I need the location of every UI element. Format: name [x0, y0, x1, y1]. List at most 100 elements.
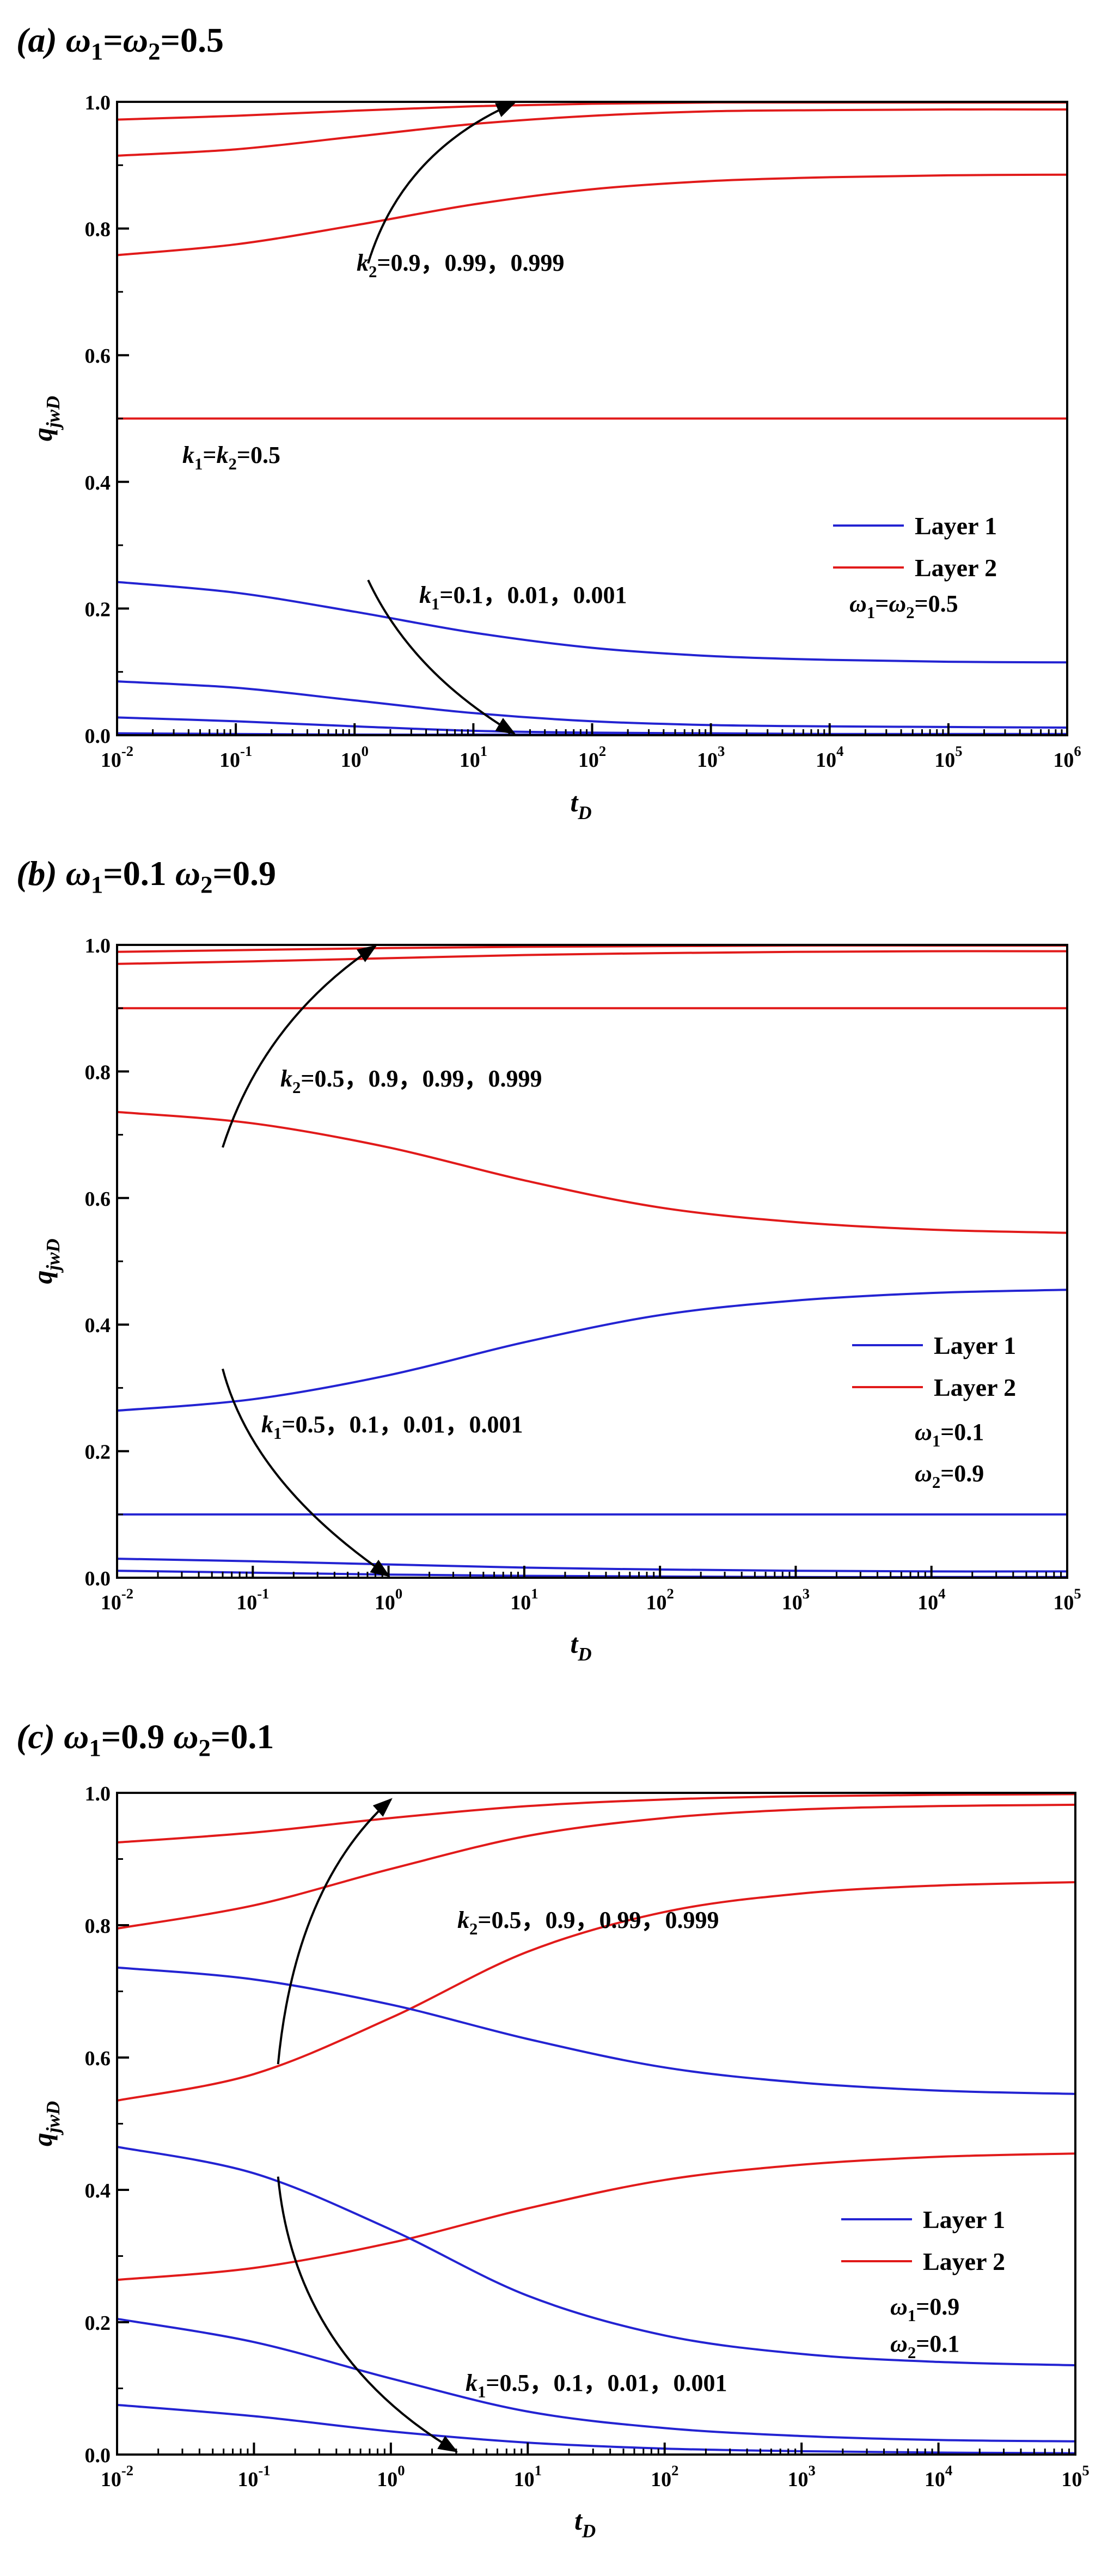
y-tick-label: 0.4 [85, 2180, 111, 2202]
series-line-layer1-7 [117, 2403, 1075, 2455]
chart-panel-a: (a) ω1=ω2=0.5 10-2 10-1 100 101 102 103 104 105 1… [16, 21, 1081, 823]
series-line-layer1-4 [117, 1966, 1075, 2095]
x-axis-label: tD [574, 2505, 596, 2542]
x-tick-label: 100 [377, 2462, 405, 2491]
y-tick-label: 0.8 [85, 218, 111, 241]
legend-note: ω1=ω2=0.5 [849, 590, 958, 622]
series-line-layer1-5 [117, 680, 1067, 729]
x-tick-label: 104 [816, 743, 843, 772]
series-line-layer1-5 [117, 2146, 1075, 2366]
series-line-layer2-1 [117, 950, 1067, 965]
y-tick-label: 1.0 [85, 1783, 111, 1805]
series-line-layer2-0 [117, 1793, 1075, 1844]
x-tick-label: 104 [925, 2462, 952, 2491]
trend-arrow [277, 2176, 458, 2452]
legend-label-layer2: Layer 2 [923, 2248, 1005, 2275]
x-tick-label: 10-2 [101, 1585, 133, 1614]
trend-arrow [222, 1369, 390, 1577]
annotation-k: k1=0.1，0.01，0.001 [419, 582, 627, 613]
legend-label-layer1: Layer 1 [934, 1332, 1016, 1359]
x-tick-label: 101 [510, 1585, 538, 1614]
legend: Layer 1 Layer 2 ω1=0.1 ω2=0.9 [852, 1332, 1016, 1492]
x-tick-label: 103 [697, 743, 725, 772]
y-axis-label: qjwD [27, 396, 64, 441]
x-tick-label: 105 [1061, 2462, 1089, 2491]
x-tick-label: 102 [578, 743, 606, 772]
x-tick-label: 10-1 [237, 2462, 270, 2491]
series-line-layer2-2 [117, 173, 1067, 257]
y-tick-label: 0.4 [85, 472, 111, 495]
x-tick-label: 103 [782, 1585, 810, 1614]
annotation-k: k2=0.5，0.9，0.99，0.999 [280, 1065, 542, 1097]
x-tick-label: 101 [514, 2462, 542, 2491]
series-line-layer2-0 [117, 101, 1067, 121]
x-tick-label: 105 [1053, 1585, 1081, 1614]
y-tick-label: 0.2 [85, 2312, 111, 2335]
legend-label-layer1: Layer 1 [923, 2206, 1005, 2233]
x-axis-label: tD [571, 787, 592, 823]
series-line-layer2-1 [117, 108, 1067, 157]
legend-note: ω1=0.9 [890, 2293, 959, 2325]
legend-note: ω2=0.1 [890, 2330, 959, 2362]
legend-note: ω1=0.1 [915, 1419, 984, 1450]
y-axis-label: qjwD [27, 2101, 64, 2146]
series-group [117, 944, 1067, 1578]
chart-panel-c: (c) ω1=0.9 ω2=0.1 10-2 10-1 100 101 102 103 104… [16, 1717, 1090, 2542]
series-line-layer1-4 [117, 581, 1067, 664]
series-line-layer2-3 [117, 1110, 1067, 1234]
series-group [117, 1793, 1075, 2455]
legend-label-layer2: Layer 2 [915, 554, 997, 582]
legend: Layer 1 Layer 2 ω1=ω2=0.5 [833, 512, 997, 622]
series-group [117, 101, 1067, 736]
panel-title: (b) ω1=0.1 ω2=0.9 [16, 854, 276, 898]
x-tick-label: 10-1 [219, 743, 252, 772]
chart-panel-b: (b) ω1=0.1 ω2=0.9 10-2 10-1 100 101 102 103 104… [16, 854, 1081, 1665]
y-tick-label: 0.6 [85, 1188, 111, 1211]
y-tick-label: 0.8 [85, 1915, 111, 1938]
y-tick-label: 0.0 [85, 1567, 111, 1590]
x-tick-label: 104 [917, 1585, 945, 1614]
x-tick-label: 10-2 [101, 2462, 133, 2491]
trend-arrow [367, 102, 516, 264]
x-tick-label: 102 [646, 1585, 674, 1614]
series-line-layer1-4 [117, 1289, 1067, 1412]
x-tick-label: 101 [460, 743, 487, 772]
series-line-layer1-6 [117, 2317, 1075, 2443]
legend-label-layer1: Layer 1 [915, 512, 997, 540]
annotation-k: k2=0.9，0.99，0.999 [357, 249, 564, 281]
y-tick-label: 0.2 [85, 598, 111, 621]
y-tick-label: 0.0 [85, 2444, 111, 2467]
legend-label-layer2: Layer 2 [934, 1374, 1016, 1401]
x-tick-label: 106 [1053, 743, 1081, 772]
y-tick-label: 0.4 [85, 1314, 111, 1337]
series-line-layer1-6 [117, 1558, 1067, 1573]
x-tick-label: 103 [787, 2462, 815, 2491]
panel-title: (a) ω1=ω2=0.5 [16, 21, 224, 65]
series-line-layer2-1 [117, 1803, 1075, 1930]
annotation-k: k1=0.5，0.1，0.01，0.001 [261, 1411, 523, 1443]
x-tick-label: 10-2 [101, 743, 133, 772]
x-tick-label: 102 [651, 2462, 678, 2491]
trend-arrow [222, 945, 377, 1148]
x-tick-label: 105 [934, 743, 962, 772]
x-axis-label: tD [571, 1628, 592, 1665]
y-tick-label: 1.0 [85, 935, 111, 957]
annotation-k: k2=0.5，0.9，0.99，0.999 [457, 1907, 719, 1938]
annotation-k: k1=0.5，0.1，0.01，0.001 [466, 2370, 727, 2401]
y-axis-label: qjwD [27, 1238, 64, 1284]
y-tick-label: 0.0 [85, 725, 111, 748]
y-tick-label: 0.8 [85, 1061, 111, 1084]
x-tick-label: 100 [341, 743, 369, 772]
series-line-layer2-3 [117, 2152, 1075, 2281]
trend-arrow [277, 1798, 393, 2065]
legend: Layer 1 Layer 2 ω1=0.9 ω2=0.1 [841, 2206, 1005, 2362]
y-tick-label: 0.6 [85, 2047, 111, 2070]
y-tick-label: 0.2 [85, 1441, 111, 1464]
y-tick-label: 0.6 [85, 345, 111, 368]
series-line-layer2-2 [117, 1881, 1075, 2102]
x-tick-label: 100 [375, 1585, 402, 1614]
legend-note: ω2=0.9 [915, 1460, 984, 1492]
trend-arrow [367, 579, 516, 735]
y-tick-label: 1.0 [85, 91, 111, 114]
